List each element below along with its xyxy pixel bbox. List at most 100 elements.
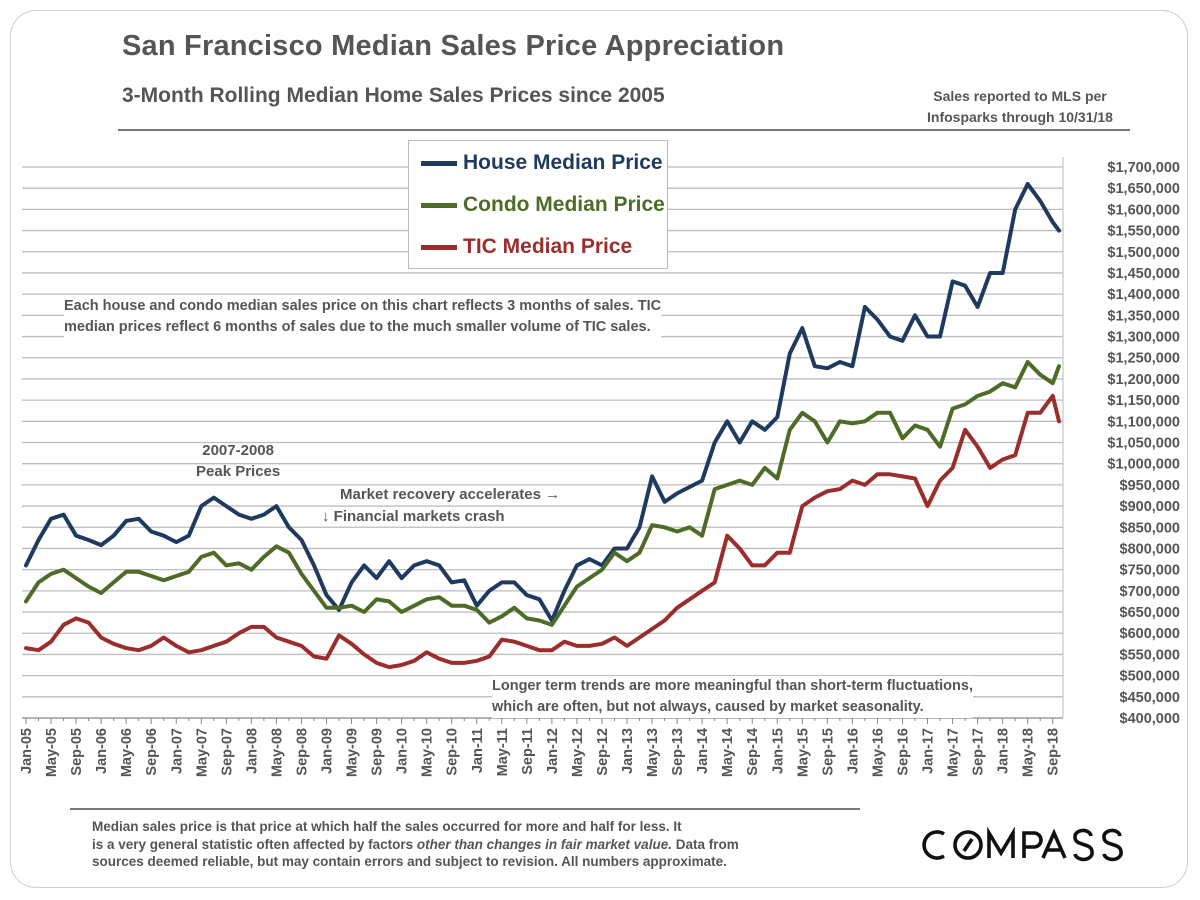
x-tick-label: Sep-05	[69, 728, 85, 776]
x-tick-label: Sep-08	[294, 728, 310, 776]
y-tick-label: $1,000,000	[1107, 457, 1180, 473]
x-tick-label: Jan-09	[320, 728, 336, 774]
compass-logo	[922, 826, 1123, 862]
x-tick-label: Sep-12	[595, 728, 611, 776]
footer-line-1: Median sales price is that price at whic…	[92, 819, 682, 834]
footer-disclaimer: Median sales price is that price at whic…	[92, 818, 872, 871]
legend-label-house: House Median Price	[463, 151, 663, 174]
x-tick-label: Jan-10	[395, 728, 411, 774]
footer-divider	[70, 808, 860, 810]
x-tick-label: May-16	[870, 728, 886, 777]
legend-label-condo: Condo Median Price	[463, 193, 665, 216]
x-tick-label: Sep-06	[144, 728, 160, 776]
x-tick-label: May-15	[795, 728, 811, 777]
x-tick-label: May-06	[119, 728, 135, 777]
x-tick-label: Jan-16	[845, 728, 861, 774]
header-divider	[118, 129, 1130, 131]
y-tick-label: $1,100,000	[1107, 414, 1180, 430]
y-tick-label: $450,000	[1120, 690, 1180, 706]
chart-title: San Francisco Median Sales Price Appreci…	[122, 30, 785, 62]
y-tick-label: $750,000	[1120, 563, 1180, 579]
x-tick-label: Jan-18	[996, 728, 1012, 774]
y-tick-label: $1,500,000	[1107, 245, 1180, 261]
x-tick-label: May-07	[194, 728, 210, 777]
footer-line-2: is a very general statistic often affect…	[92, 836, 872, 854]
y-tick-label: $1,300,000	[1107, 330, 1180, 346]
x-tick-label: Sep-11	[520, 728, 536, 775]
legend-item-house: House Median Price	[421, 151, 663, 175]
x-tick-label: Sep-18	[1046, 728, 1062, 776]
y-tick-label: $1,700,000	[1107, 160, 1180, 176]
y-tick-label: $550,000	[1120, 647, 1180, 663]
x-tick-label: Jan-14	[695, 728, 711, 774]
methodology-line-1: Each house and condo median sales price …	[64, 298, 662, 314]
x-tick-label: Sep-15	[820, 728, 836, 776]
x-tick-label: Jan-13	[620, 728, 636, 774]
legend-swatch-condo	[421, 202, 457, 208]
legend-swatch-house	[421, 160, 457, 166]
methodology-line-2: median prices reflect 6 months of sales …	[64, 319, 651, 335]
x-tick-label: May-13	[645, 728, 661, 777]
legend-item-condo: Condo Median Price	[421, 193, 665, 217]
y-tick-label: $600,000	[1120, 626, 1180, 642]
y-tick-label: $400,000	[1120, 711, 1180, 727]
x-tick-label: Sep-07	[219, 728, 235, 776]
x-tick-label: May-05	[44, 728, 60, 777]
y-tick-label: $950,000	[1120, 478, 1180, 494]
house-median-price-line	[24, 182, 1061, 623]
footer-line-3: sources deemed reliable, but may contain…	[92, 854, 727, 869]
y-tick-label: $800,000	[1120, 541, 1180, 557]
y-tick-label: $1,150,000	[1107, 393, 1180, 409]
x-tick-label: Sep-10	[445, 728, 461, 776]
x-tick-label: Jan-07	[169, 728, 185, 774]
y-tick-label: $700,000	[1120, 584, 1180, 600]
x-tick-label: May-18	[1021, 728, 1037, 777]
y-tick-label: $900,000	[1120, 499, 1180, 515]
x-tick-label: May-10	[420, 728, 436, 777]
trend-line-2: which are often, but not always, caused …	[492, 699, 924, 715]
x-tick-label: May-17	[946, 728, 962, 777]
y-tick-label: $1,400,000	[1107, 287, 1180, 303]
y-tick-label: $1,050,000	[1107, 436, 1180, 452]
trend-line-1: Longer term trends are more meaningful t…	[492, 678, 973, 694]
y-tick-label: $1,200,000	[1107, 372, 1180, 388]
legend-item-tic: TIC Median Price	[421, 235, 632, 259]
source-line-2: Infosparks through 10/31/18	[927, 109, 1113, 125]
peak-line-2: Peak Prices	[196, 463, 281, 480]
x-tick-label: Sep-09	[370, 728, 386, 776]
x-tick-label: Jan-15	[770, 728, 786, 774]
legend-swatch-tic	[421, 244, 457, 250]
footer-line-2-b: Data from	[671, 836, 739, 852]
x-tick-label: Jan-17	[921, 728, 937, 774]
methodology-note: Each house and condo median sales price …	[64, 296, 662, 338]
legend-label-tic: TIC Median Price	[463, 235, 633, 258]
x-tick-label: Sep-17	[971, 728, 987, 776]
x-tick-label: Jan-11	[470, 728, 486, 773]
footer-line-2-a: is a very general statistic often affect…	[92, 836, 417, 852]
x-tick-label: May-08	[269, 728, 285, 777]
legend: House Median Price Condo Median Price TI…	[408, 140, 668, 269]
y-tick-label: $500,000	[1120, 669, 1180, 685]
x-axis: Jan-05 May-05 Sep-05 Jan-06 May-06 Sep-06 Jan-…	[19, 718, 1062, 777]
chart-subtitle: 3-Month Rolling Median Home Sales Prices…	[122, 84, 665, 107]
peak-line-1: 2007-2008	[202, 442, 274, 459]
tic-median-price-line	[24, 393, 1061, 670]
chart-card	[10, 10, 1188, 888]
trend-note: Longer term trends are more meaningful t…	[492, 676, 973, 718]
x-tick-label: Jan-08	[244, 728, 260, 774]
source-note: Sales reported to MLS per Infosparks thr…	[900, 86, 1140, 128]
x-tick-label: Sep-16	[895, 728, 911, 776]
x-tick-label: Jan-05	[19, 728, 35, 774]
condo-median-price-line	[24, 360, 1061, 627]
peak-prices-annotation: 2007-2008 Peak Prices	[196, 440, 280, 482]
y-tick-label: $1,250,000	[1107, 351, 1180, 367]
y-tick-label: $1,650,000	[1107, 181, 1180, 197]
y-tick-label: $850,000	[1120, 520, 1180, 536]
x-tick-label: May-12	[570, 728, 586, 777]
series-lines	[24, 182, 1061, 670]
y-tick-label: $1,600,000	[1107, 202, 1180, 218]
y-axis-labels: $400,000 $450,000 $500,000 $550,000 $600,000…	[1107, 160, 1180, 727]
x-tick-label: Jan-12	[545, 728, 561, 774]
footer-line-2-italic: other than changes in fair market value.	[416, 836, 672, 852]
